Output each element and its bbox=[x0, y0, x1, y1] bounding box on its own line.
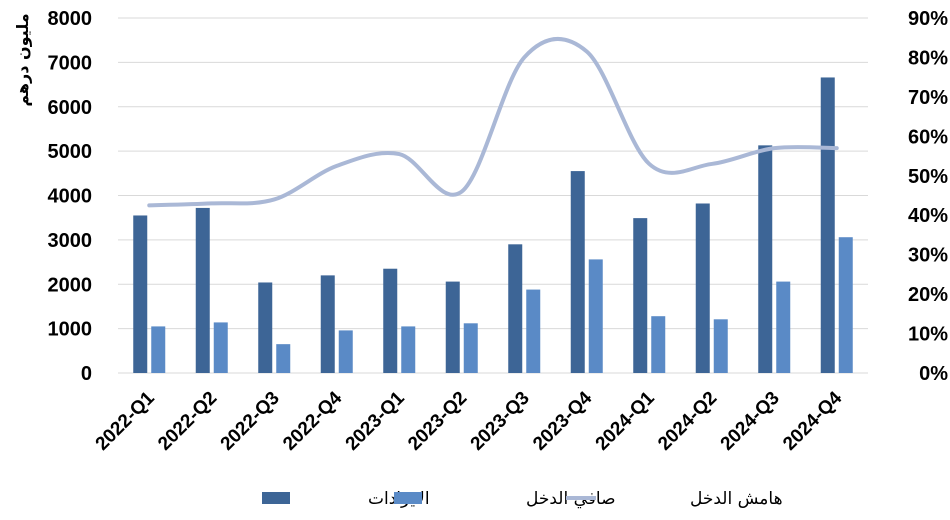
y2-tick-label: 0% bbox=[919, 363, 948, 385]
x-tick-label: 2023-Q4 bbox=[529, 387, 596, 454]
y2-tick-label: 70% bbox=[908, 87, 948, 109]
x-tick-label: 2024-Q1 bbox=[592, 387, 659, 454]
bar-revenue bbox=[633, 218, 648, 373]
y2-tick-label: 40% bbox=[908, 205, 948, 227]
y-tick-label: 4000 bbox=[48, 186, 93, 208]
gridlines bbox=[118, 17, 868, 374]
y2-tick-label: 60% bbox=[908, 126, 948, 148]
y-tick-label: 2000 bbox=[48, 274, 93, 296]
bar-revenue bbox=[695, 203, 710, 373]
x-tick-label: 2022-Q4 bbox=[279, 387, 346, 454]
bar-net-income bbox=[401, 326, 416, 373]
x-tick-label: 2023-Q2 bbox=[404, 388, 471, 455]
bar-revenue bbox=[133, 215, 148, 373]
y-axis-left: 0 1000 2000 3000 4000 5000 6000 7000 8000 bbox=[48, 8, 93, 385]
bar-revenue bbox=[570, 171, 585, 373]
y2-tick-label: 20% bbox=[908, 284, 948, 306]
margin-line bbox=[147, 37, 839, 208]
y-tick-label: 0 bbox=[81, 363, 92, 385]
y-tick-label: 6000 bbox=[48, 97, 93, 119]
y2-tick-label: 30% bbox=[908, 245, 948, 267]
line-income-margin bbox=[147, 37, 839, 208]
bar-revenue bbox=[445, 281, 460, 373]
x-axis: 2022-Q12022-Q22022-Q32022-Q42023-Q12023-… bbox=[92, 387, 847, 454]
bar-net-income bbox=[651, 316, 666, 373]
x-tick-label: 2022-Q1 bbox=[92, 387, 159, 454]
bar-net-income bbox=[463, 323, 478, 373]
x-tick-label: 2022-Q2 bbox=[154, 388, 221, 455]
bar-revenue bbox=[758, 145, 773, 373]
bar-net-income bbox=[713, 319, 728, 373]
x-tick-label: 2023-Q1 bbox=[342, 387, 409, 454]
bar-revenue bbox=[820, 77, 835, 374]
x-tick-label: 2022-Q3 bbox=[217, 388, 284, 455]
y-tick-label: 5000 bbox=[48, 141, 93, 163]
y2-tick-label: 50% bbox=[908, 166, 948, 188]
bar-net-income bbox=[526, 289, 541, 373]
y2-tick-label: 10% bbox=[908, 324, 948, 346]
bar-revenue bbox=[320, 275, 335, 373]
legend-net-income-swatch bbox=[394, 492, 422, 504]
y-axis-label: مليون درهم bbox=[13, 13, 32, 106]
bar-revenue bbox=[383, 268, 398, 373]
legend-revenue-swatch bbox=[262, 492, 290, 504]
bar-revenue bbox=[508, 244, 523, 373]
bar-net-income bbox=[213, 322, 228, 373]
bar-net-income bbox=[776, 281, 791, 373]
bar-net-income bbox=[338, 330, 353, 373]
y2-tick-label: 90% bbox=[908, 8, 948, 30]
bars bbox=[133, 77, 853, 374]
bar-net-income bbox=[151, 326, 166, 373]
y-tick-label: 8000 bbox=[48, 8, 93, 30]
y-tick-label: 7000 bbox=[48, 52, 93, 74]
y-tick-label: 1000 bbox=[48, 319, 93, 341]
bar-revenue bbox=[195, 207, 210, 373]
y-axis-right: 0% 10% 20% 30% 40% 50% 60% 70% 80% 90% bbox=[908, 8, 948, 385]
x-tick-label: 2024-Q3 bbox=[717, 388, 784, 455]
bar-net-income bbox=[276, 344, 291, 373]
bar-net-income bbox=[838, 237, 853, 373]
x-tick-label: 2023-Q3 bbox=[467, 388, 534, 455]
x-tick-label: 2024-Q2 bbox=[654, 388, 721, 455]
y2-tick-label: 80% bbox=[908, 47, 948, 69]
x-tick-label: 2024-Q4 bbox=[779, 387, 846, 454]
bar-net-income bbox=[588, 259, 603, 373]
legend-income-margin-label: هامش الدخل bbox=[690, 489, 783, 509]
bar-revenue bbox=[258, 282, 273, 373]
y-tick-label: 3000 bbox=[48, 230, 93, 252]
